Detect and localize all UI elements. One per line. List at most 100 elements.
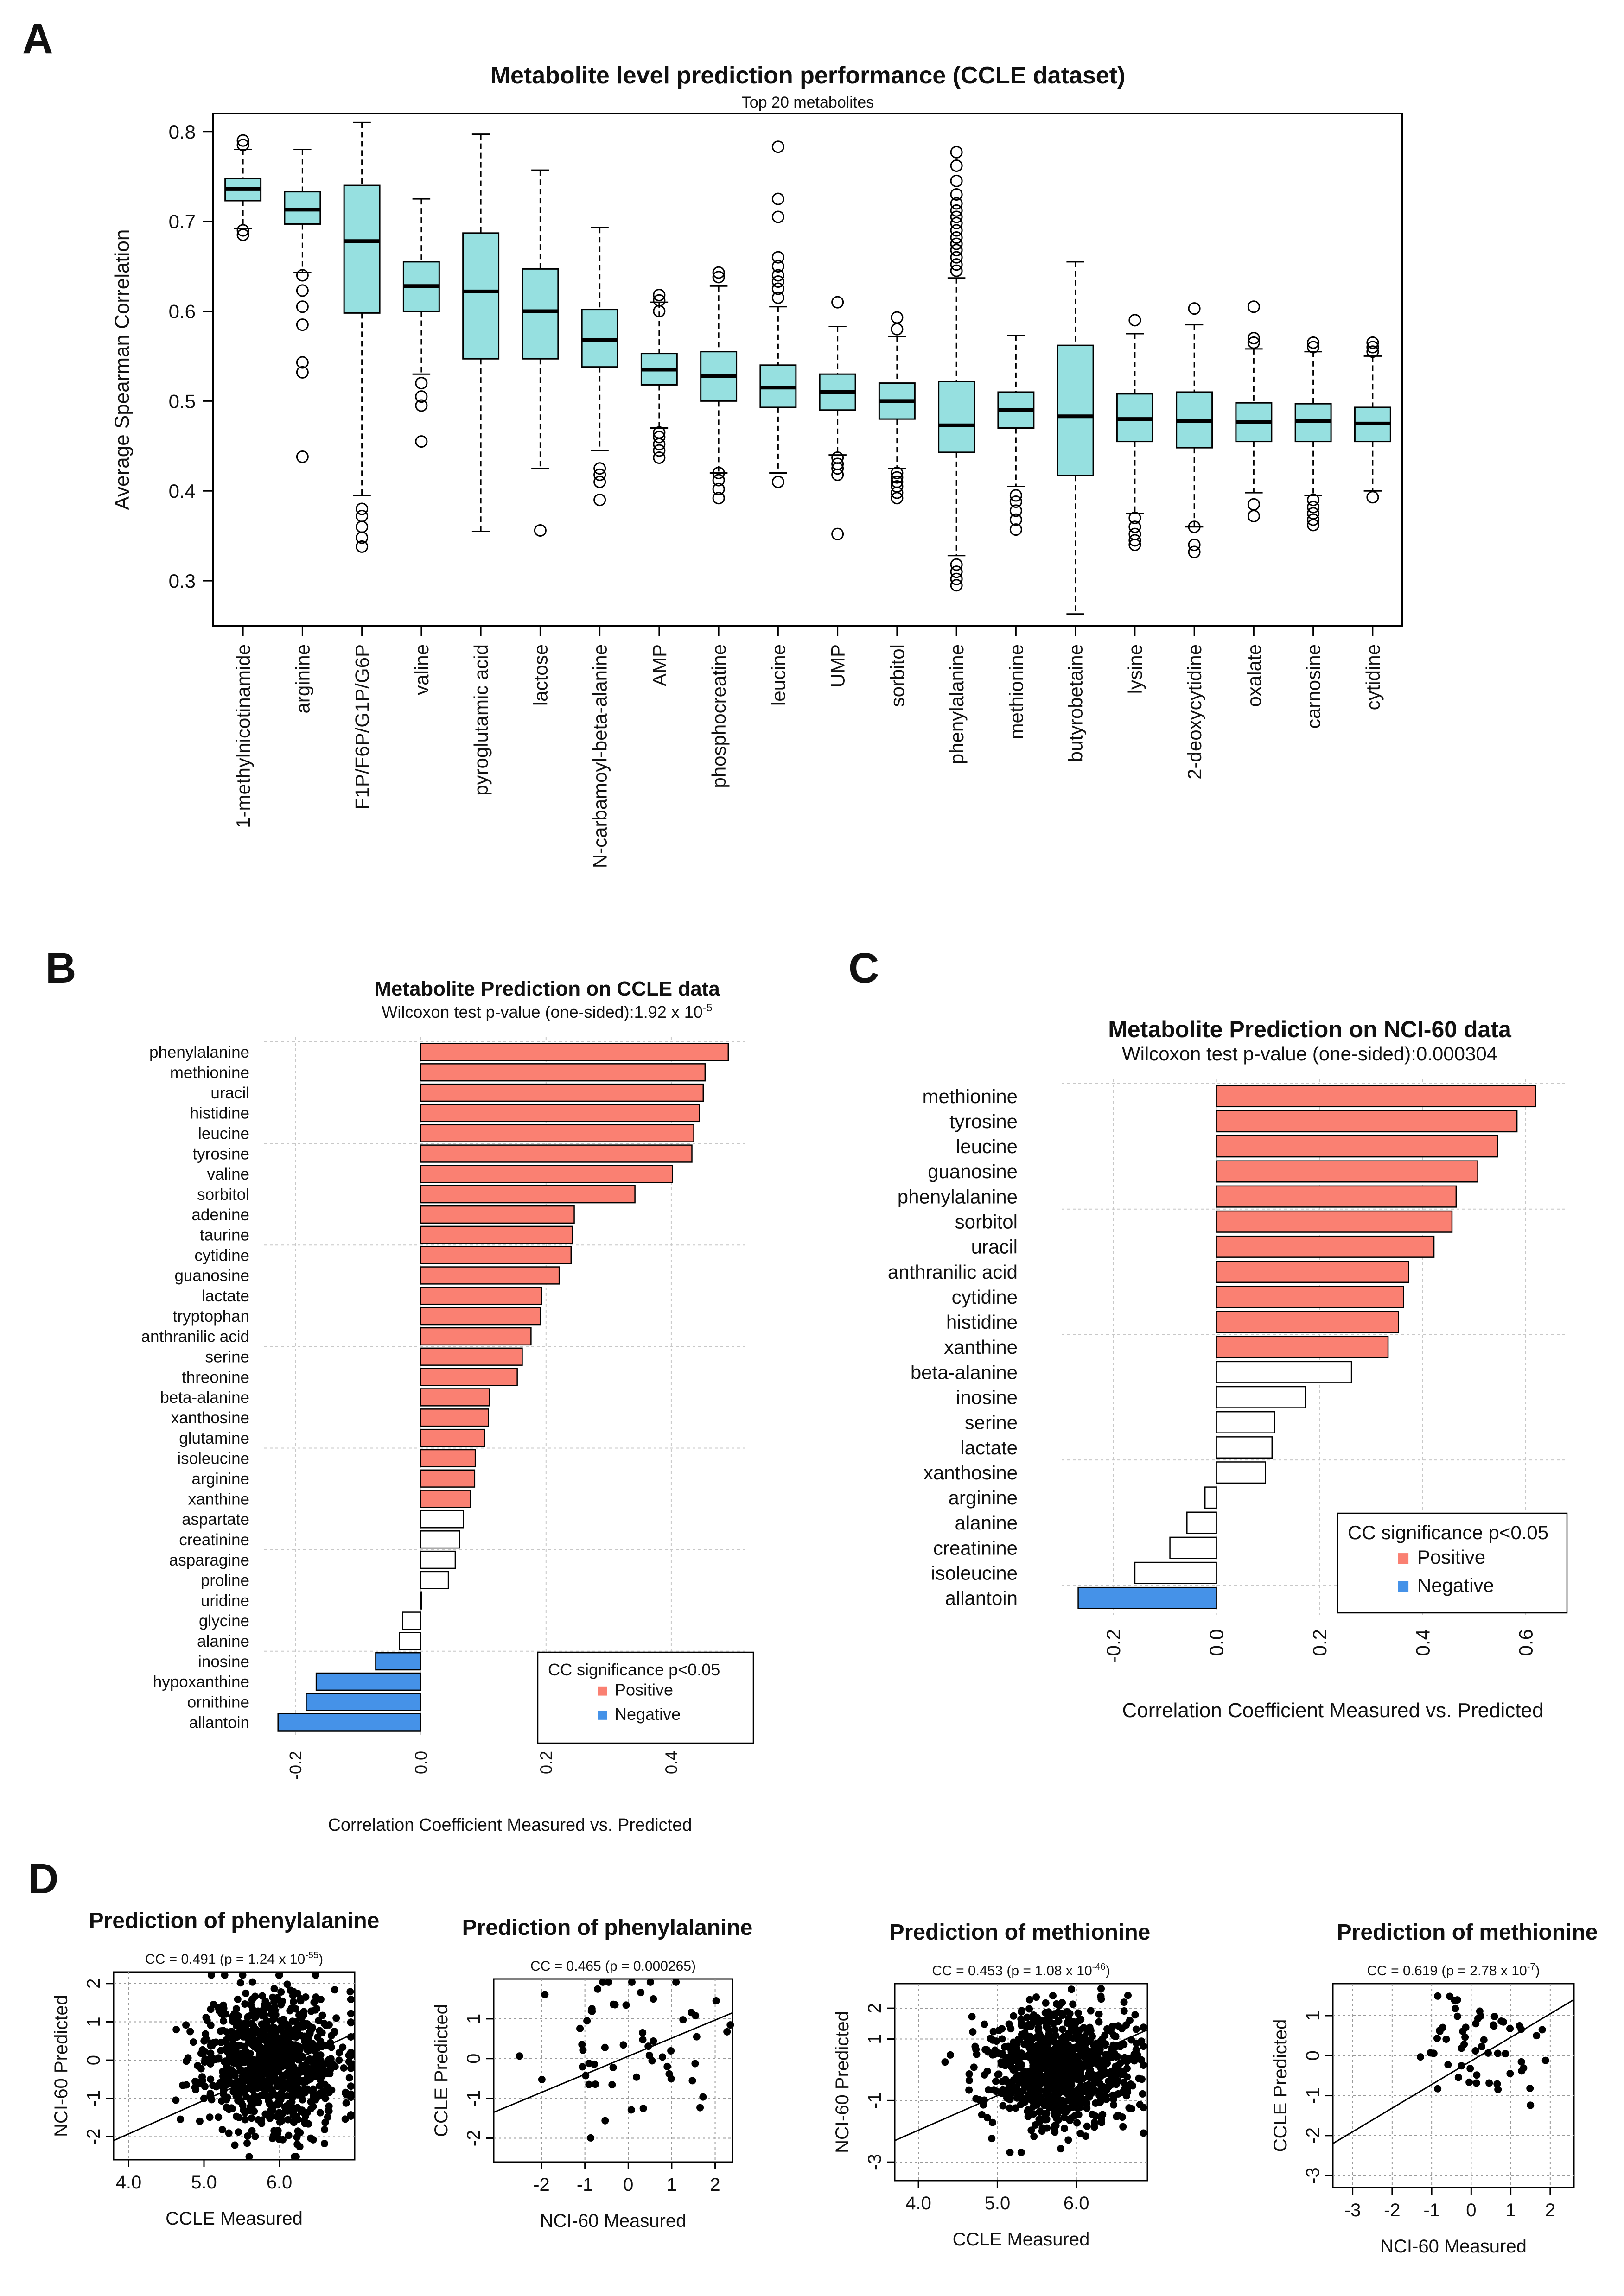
chart-b-bar-leucine (420, 1124, 694, 1142)
chart-a-outlier-leucine (771, 192, 784, 205)
chart-d3-point (1115, 2090, 1122, 2098)
chart-d4-point (1434, 1992, 1442, 2000)
chart-d3-xtick-label: 6.0 (1064, 2193, 1089, 2214)
chart-d3-point (1116, 2067, 1124, 2074)
chart-a-xtick-label-valine: valine (411, 644, 433, 695)
chart-a-outlier-leucine (771, 275, 784, 288)
chart-d1-point (196, 2117, 204, 2125)
chart-a-outlier-phenylalanine (950, 264, 963, 277)
chart-b-label-aspartate: aspartate (182, 1510, 249, 1529)
chart-d3-point (1031, 2093, 1038, 2100)
chart-a-outlier-cytidine (1366, 345, 1379, 358)
chart-a-outlier-methionine (1009, 495, 1022, 508)
chart-a-outlier-amp (653, 294, 666, 307)
chart-d3-point (1051, 2055, 1058, 2063)
chart-d1-point (263, 2020, 271, 2028)
chart-d1-point (237, 2056, 245, 2064)
chart-d2-cc: CC = 0.465 (p = 0.000265) (530, 1959, 696, 1974)
chart-d2-point (696, 2104, 704, 2112)
chart-d1-point (286, 2032, 293, 2040)
chart-d1-point (325, 2056, 333, 2064)
chart-d1-point (270, 1985, 278, 1992)
chart-d3-ytick-label: -3 (865, 2154, 885, 2170)
chart-d1-point (258, 2057, 266, 2065)
chart-d1-point (241, 2049, 249, 2057)
chart-c-legend-label-negative: Negative (1417, 1574, 1494, 1596)
chart-d3-point (981, 2020, 988, 2028)
chart-a-box-f1p-f6p-g1p-g6p (343, 184, 381, 314)
chart-d3-ytick-label: 1 (865, 2034, 885, 2044)
chart-d3-point (1064, 2105, 1072, 2112)
chart-d3-point (978, 2111, 986, 2118)
chart-d2-point (592, 2080, 599, 2088)
chart-b-label-cytidine: cytidine (194, 1246, 249, 1264)
chart-d1-ytick-label: 2 (83, 1979, 104, 1989)
chart-d3-point (983, 2068, 991, 2075)
chart-d1-point (215, 2081, 223, 2089)
chart-d3-point (1027, 2037, 1035, 2045)
chart-c-label-arginine: arginine (949, 1487, 1018, 1509)
chart-d1-point (321, 2126, 329, 2134)
chart-d3-point (1018, 2061, 1025, 2069)
chart-d1-point (303, 2020, 311, 2028)
chart-b-label-threonine: threonine (182, 1368, 249, 1386)
chart-d3-point (1120, 1998, 1128, 2006)
chart-d4-point (1439, 2023, 1446, 2031)
chart-c-label-guanosine: guanosine (928, 1161, 1018, 1182)
chart-a-xtick-label-1-methylnicotinamide: 1-methylnicotinamide (232, 644, 254, 828)
chart-d4-xtick-label: -1 (1423, 2200, 1440, 2220)
chart-c-legend-swatch-negative (1398, 1581, 1409, 1592)
chart-c-bar-leucine (1216, 1135, 1498, 1158)
chart-d1-point (251, 2014, 259, 2022)
chart-d3-point (1030, 2011, 1038, 2019)
chart-a-outlier-1-methylnicotinamide (236, 139, 249, 152)
chart-d3-point (999, 2102, 1007, 2110)
chart-d1-point (201, 2083, 209, 2091)
chart-a-outlier-amp (653, 289, 666, 302)
chart-b-label-anthranilic-acid: anthranilic acid (141, 1328, 249, 1346)
chart-d1-point (231, 2072, 239, 2080)
chart-d3-point (1139, 2090, 1146, 2098)
chart-d3-point (1128, 2082, 1136, 2090)
chart-d2-point (605, 1978, 612, 1986)
chart-d3-point (1030, 2132, 1038, 2140)
chart-a-outlier-amp (653, 444, 666, 457)
chart-d3-point (1023, 2023, 1031, 2031)
chart-d2-point (663, 2062, 671, 2070)
chart-d1-point (340, 2064, 348, 2072)
chart-d1-point (199, 2077, 207, 2085)
chart-d1-point (179, 2081, 187, 2089)
chart-a-xtick-label-leucine: leucine (767, 644, 789, 706)
chart-d2-ytick-label: 1 (464, 2014, 484, 2024)
chart-d1-point (194, 2061, 202, 2069)
chart-a-outlier-oxalate (1247, 498, 1260, 511)
chart-a-ytick-label: 0.7 (169, 211, 196, 233)
chart-a-outlier-carnosine (1307, 341, 1320, 354)
chart-b-legend-label-negative: Negative (615, 1705, 681, 1724)
chart-d1-point (297, 1995, 305, 2003)
chart-d1-point (275, 2136, 283, 2144)
chart-d3-cc-exponent: -46 (1092, 1962, 1106, 1972)
chart-b-legend-title: CC significance p<0.05 (548, 1660, 720, 1679)
chart-d2-point (646, 1978, 654, 1986)
chart-b-label-tyrosine: tyrosine (192, 1145, 249, 1163)
chart-d4-point (1499, 2018, 1507, 2026)
chart-a-outlier-phosphocreatine (712, 474, 725, 487)
chart-d2-ytick-label: 0 (464, 2054, 484, 2064)
chart-d1-point (239, 1971, 247, 1979)
chart-b-bar-adenine (420, 1205, 575, 1224)
chart-d2-point (610, 2000, 618, 2008)
chart-d1-point (256, 2083, 264, 2091)
chart-d3-point (1045, 2061, 1053, 2069)
chart-d4-point (1454, 2074, 1462, 2081)
chart-d3-point (1069, 2051, 1076, 2059)
chart-d4-point (1461, 2033, 1469, 2041)
chart-a-xtick-label-n-carbamoyl-beta-alanine: N-carbamoyl-beta-alanine (589, 644, 611, 868)
chart-a-ytick-label: 0.5 (169, 390, 196, 412)
chart-d2-xtick-label: -1 (577, 2175, 593, 2195)
chart-d3-point (1042, 2017, 1050, 2024)
chart-c-label-sorbitol: sorbitol (955, 1211, 1018, 1232)
chart-d4-point (1442, 2035, 1450, 2043)
chart-d1-point (268, 2107, 276, 2115)
chart-b-bar-ornithine (306, 1693, 421, 1711)
